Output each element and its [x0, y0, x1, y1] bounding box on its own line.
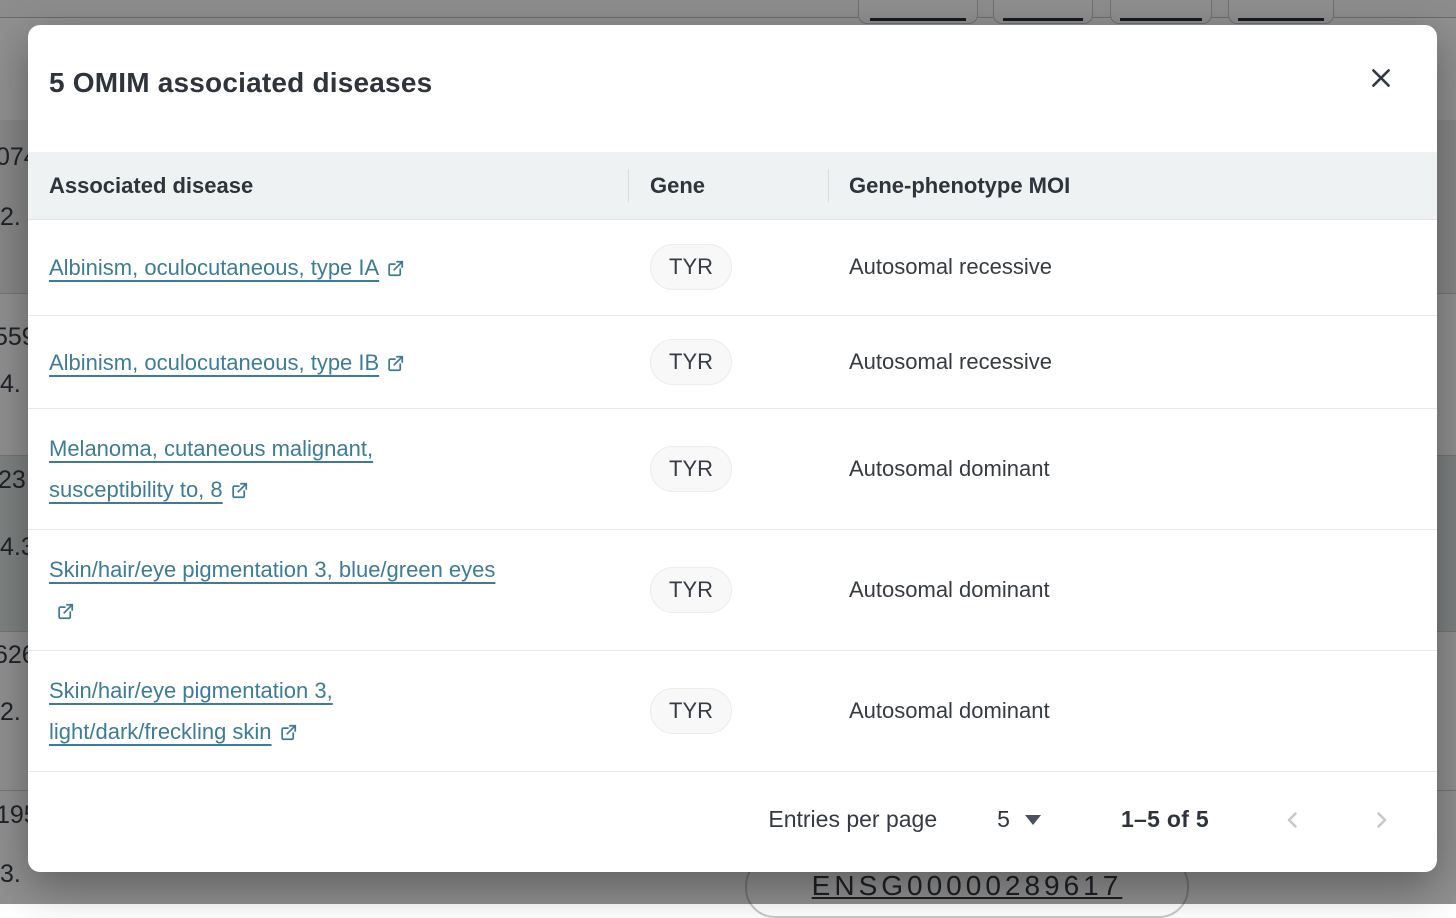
gene-chip[interactable]: TYR: [650, 244, 732, 290]
disease-link-label: Melanoma, cutaneous malignant, susceptib…: [49, 436, 374, 502]
table-pagination: Entries per page 5 1–5 of 5: [28, 767, 1437, 872]
moi-value: Autosomal recessive: [849, 349, 1052, 374]
disease-link-label: Skin/hair/eye pigmentation 3, light/dark…: [49, 678, 333, 744]
background-chip: [858, 0, 978, 24]
disease-link[interactable]: Skin/hair/eye pigmentation 3, blue/green…: [49, 557, 495, 623]
gene-chip[interactable]: TYR: [650, 446, 732, 492]
next-page-button[interactable]: [1369, 808, 1393, 832]
gene-chip[interactable]: TYR: [650, 688, 732, 734]
background-partial-value: 4.: [0, 370, 21, 398]
background-gene-id-link[interactable]: ENSG00000289617: [811, 870, 1123, 901]
background-partial-value: 2.: [0, 203, 21, 231]
disease-link[interactable]: Albinism, oculocutaneous, type IA: [49, 255, 405, 280]
background-chip: [993, 0, 1093, 24]
gene-chip[interactable]: TYR: [650, 339, 732, 385]
disease-link-label: Skin/hair/eye pigmentation 3, blue/green…: [49, 557, 496, 582]
chevron-right-icon: [1377, 811, 1387, 828]
moi-value: Autosomal dominant: [849, 577, 1050, 602]
external-link-icon: [231, 482, 247, 499]
table-row: Melanoma, cutaneous malignant, susceptib…: [28, 409, 1437, 530]
table-row: Skin/hair/eye pigmentation 3, light/dark…: [28, 651, 1437, 772]
external-link-icon: [58, 603, 74, 620]
external-link-icon: [280, 724, 296, 741]
table-header-row: Associated disease Gene Gene-phenotype M…: [28, 152, 1437, 220]
external-link-icon: [388, 355, 404, 371]
page-size-select[interactable]: 5: [997, 806, 1041, 833]
disease-link[interactable]: Albinism, oculocutaneous, type IB: [49, 350, 405, 375]
close-button[interactable]: [1361, 58, 1401, 98]
disease-link-label: Albinism, oculocutaneous, type IB: [49, 349, 380, 375]
entries-per-page-label: Entries per page: [768, 806, 938, 832]
gene-chip[interactable]: TYR: [650, 567, 732, 613]
page-size-value: 5: [997, 806, 1010, 832]
disease-link[interactable]: Melanoma, cutaneous malignant, susceptib…: [49, 436, 373, 502]
background-partial-value: 23: [0, 466, 26, 494]
column-header-associated-disease: Associated disease: [49, 172, 254, 198]
background-partial-value: 2.: [0, 698, 21, 726]
close-icon: [1372, 69, 1390, 87]
background-chip: [1228, 0, 1334, 24]
column-divider: [828, 169, 829, 202]
omim-diseases-modal: 5 OMIM associated diseases Associated di…: [28, 25, 1437, 872]
moi-value: Autosomal dominant: [849, 698, 1050, 723]
moi-value: Autosomal recessive: [849, 254, 1052, 279]
caret-down-icon: [1024, 814, 1041, 825]
moi-value: Autosomal dominant: [849, 456, 1050, 481]
column-divider: [628, 169, 629, 202]
external-link-icon: [388, 260, 404, 276]
column-header-gene: Gene: [650, 172, 706, 198]
disease-link-label: Albinism, oculocutaneous, type IA: [49, 254, 380, 280]
chevron-left-icon: [1287, 811, 1297, 828]
background-chip: [1110, 0, 1212, 24]
table-row: Skin/hair/eye pigmentation 3, blue/green…: [28, 530, 1437, 651]
table-row: Albinism, oculocutaneous, type IA TYR Au…: [28, 219, 1437, 316]
previous-page-button[interactable]: [1281, 808, 1305, 832]
table-body: Albinism, oculocutaneous, type IA TYR Au…: [28, 219, 1437, 772]
pagination-range-label: 1–5 of 5: [1120, 806, 1209, 832]
modal-title: 5 OMIM associated diseases: [49, 67, 433, 98]
column-header-moi: Gene-phenotype MOI: [849, 172, 1071, 198]
disease-link[interactable]: Skin/hair/eye pigmentation 3, light/dark…: [49, 678, 333, 744]
background-partial-value: 3.: [0, 860, 21, 888]
table-row: Albinism, oculocutaneous, type IB TYR Au…: [28, 316, 1437, 409]
